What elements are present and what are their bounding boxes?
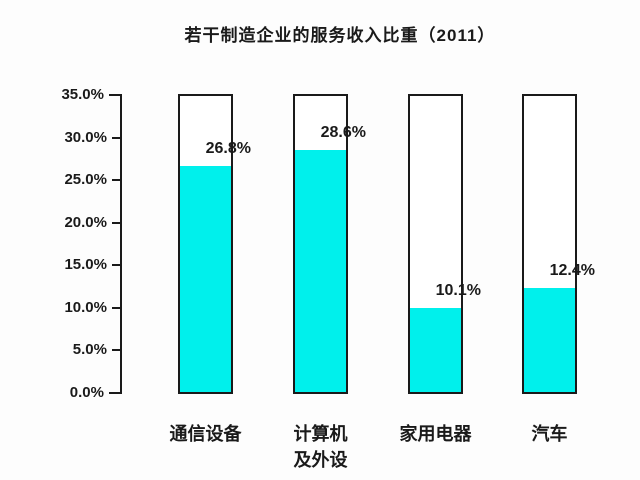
- y-axis-cap: [109, 392, 120, 394]
- y-axis-tick: [112, 264, 120, 267]
- y-tick-label: 20.0%: [64, 213, 107, 231]
- chart-title: 若干制造企业的服务收入比重（2011）: [184, 26, 496, 45]
- category-label: 及外设: [293, 450, 348, 470]
- bar-outline: [522, 94, 577, 394]
- y-axis-tick: [112, 306, 120, 309]
- bar-fill: [410, 308, 461, 392]
- y-tick-label: 10.0%: [64, 298, 107, 316]
- bar-fill: [295, 150, 346, 392]
- category-label: 家用电器: [399, 424, 472, 444]
- y-tick-label: 35.0%: [61, 86, 104, 103]
- bar-fill: [180, 166, 231, 392]
- y-tick-label: 0.0%: [69, 384, 104, 401]
- value-label: 26.8%: [205, 140, 251, 157]
- category-label: 通信设备: [169, 424, 242, 444]
- value-label: 10.1%: [435, 282, 481, 299]
- y-tick-label: 25.0%: [64, 171, 107, 189]
- bar-outline: [408, 94, 463, 394]
- value-label: 28.6%: [320, 124, 366, 141]
- y-axis-tick: [112, 349, 120, 352]
- y-axis-tick: [112, 179, 120, 182]
- y-tick-label: 15.0%: [64, 256, 107, 274]
- y-axis-cap: [109, 94, 120, 96]
- y-tick-label: 30.0%: [64, 128, 107, 146]
- y-axis-line: [120, 94, 122, 394]
- value-label: 12.4%: [549, 262, 595, 279]
- y-axis-tick: [112, 221, 120, 224]
- y-axis-tick: [112, 136, 120, 139]
- bar-fill: [524, 288, 575, 392]
- bar-outline: [178, 94, 233, 394]
- category-label: 汽车: [531, 424, 568, 444]
- category-label: 计算机: [293, 424, 348, 444]
- y-tick-label: 5.0%: [72, 341, 107, 359]
- bar-outline: [293, 94, 348, 394]
